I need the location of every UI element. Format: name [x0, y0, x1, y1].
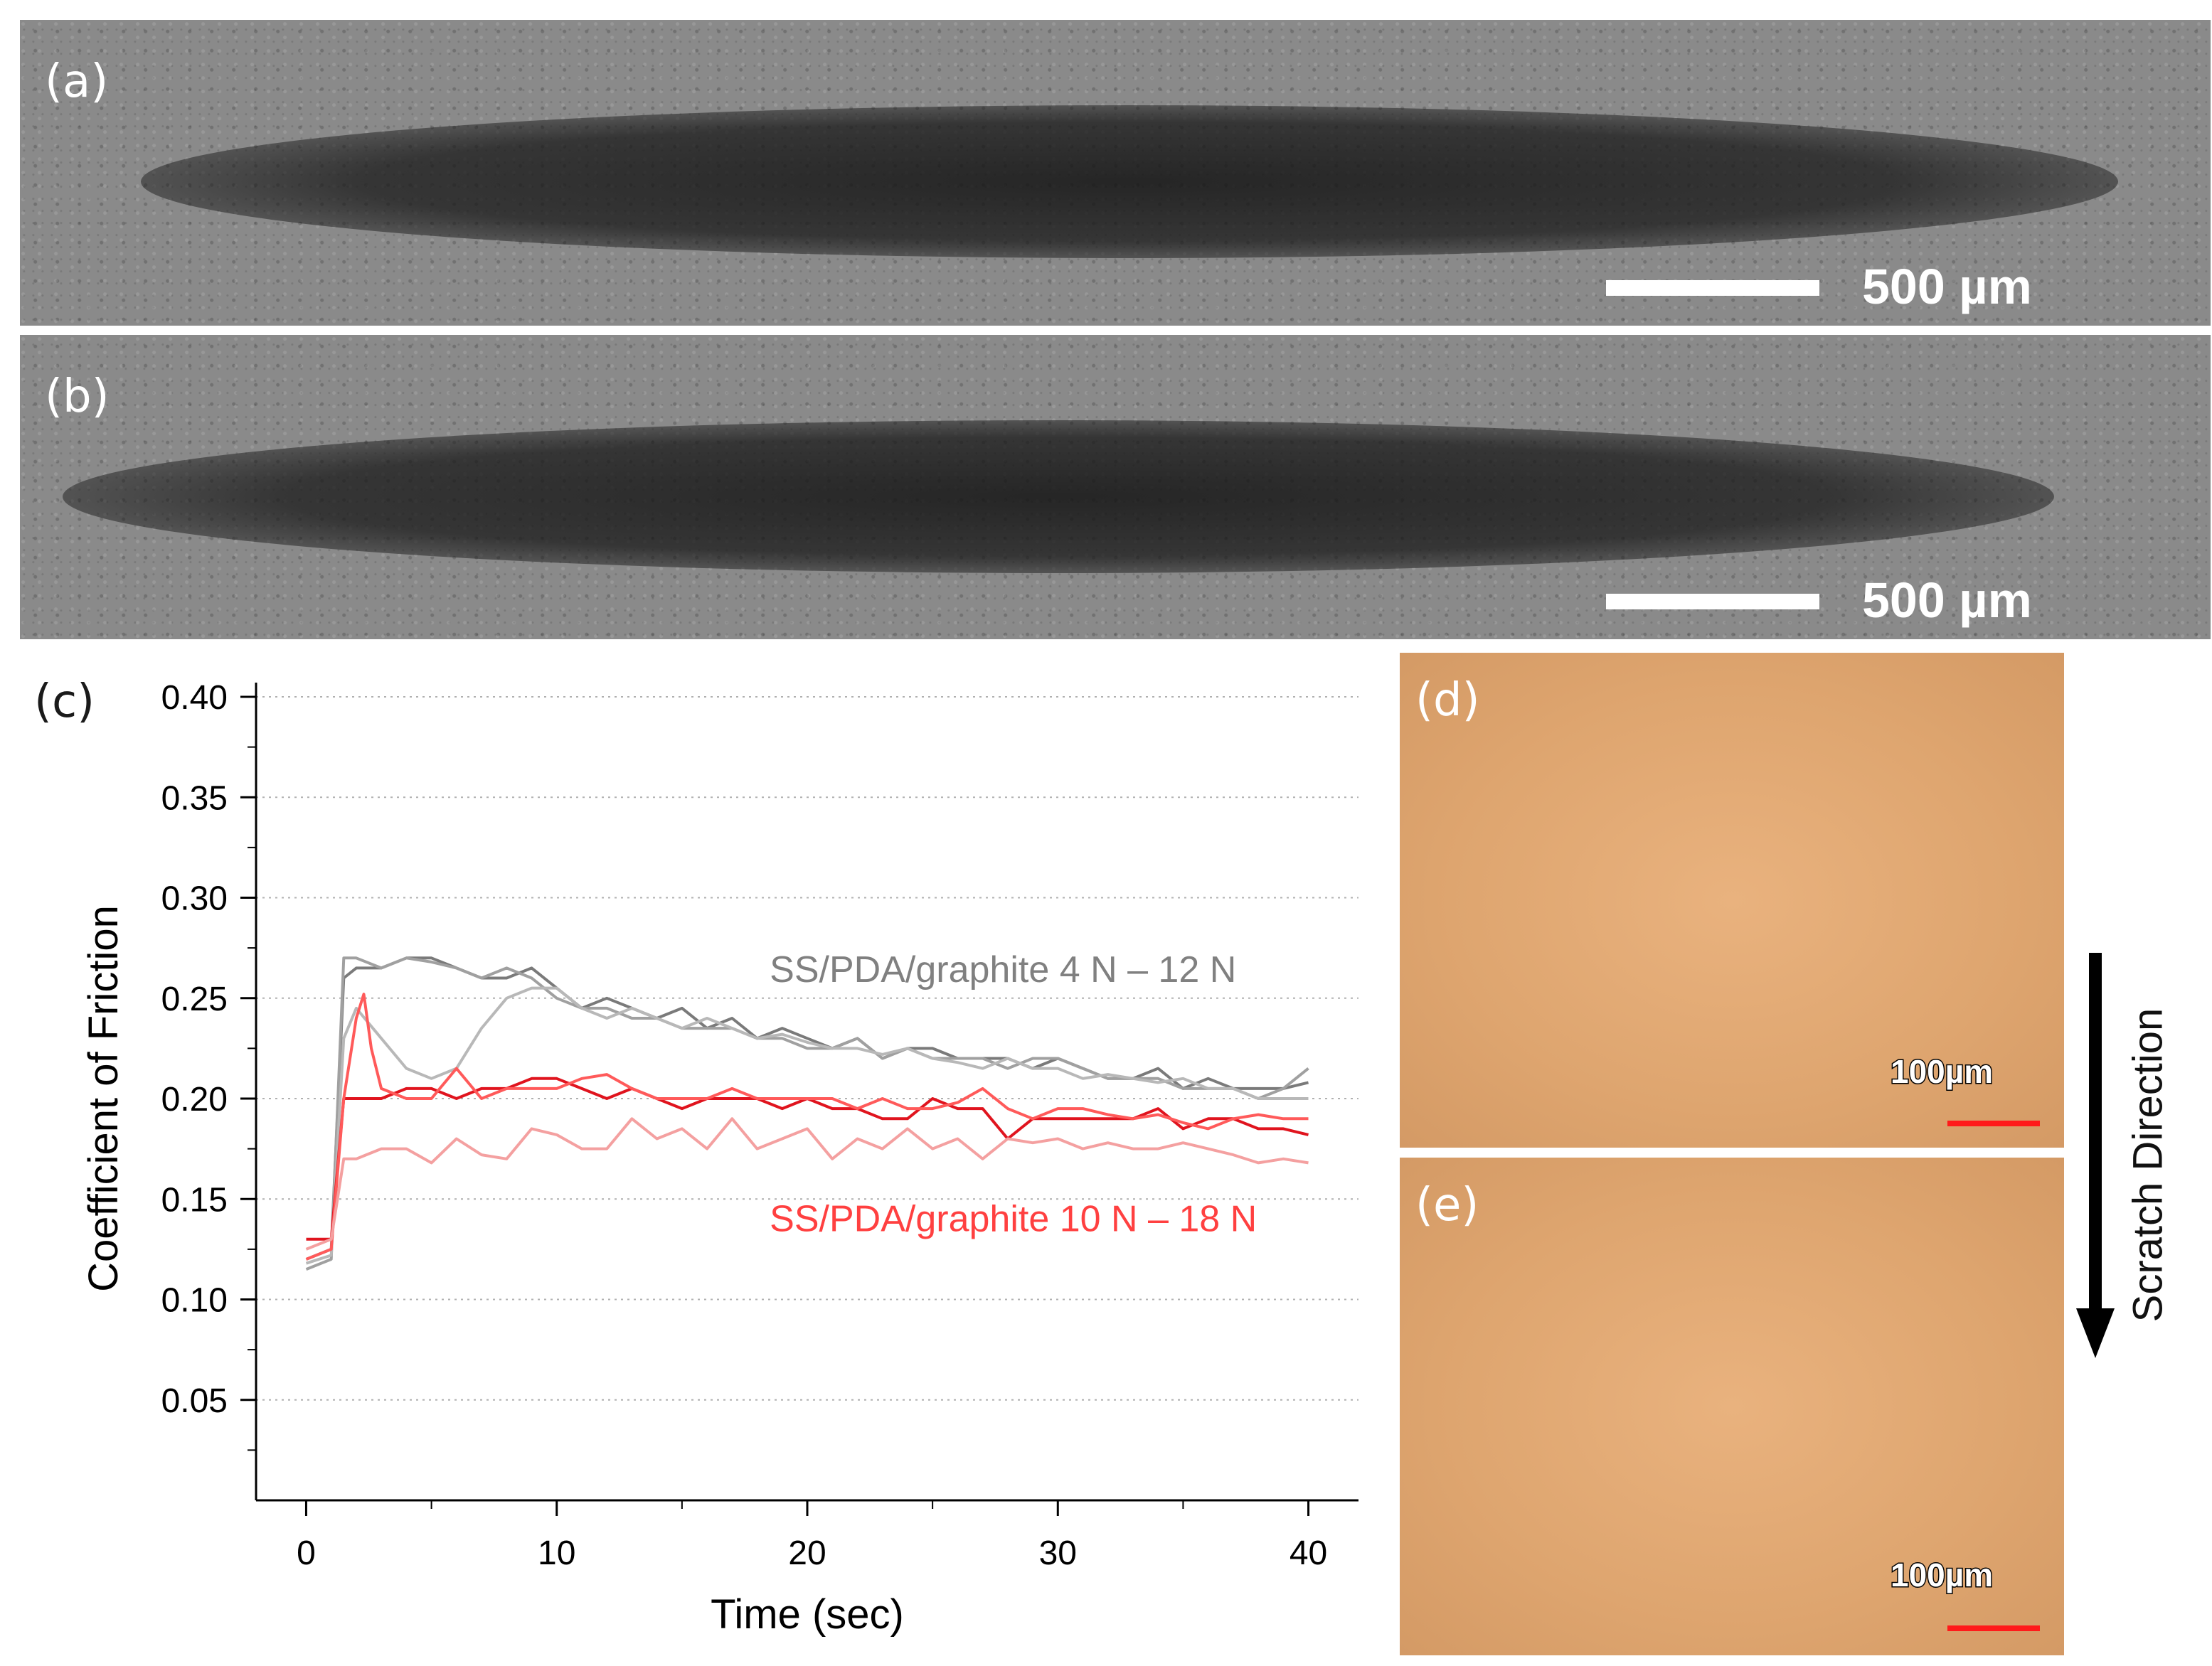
y-tick-label: 0.25 [161, 981, 228, 1018]
series-line-3 [305, 986, 1309, 1265]
panel-label-c: (c) [34, 676, 95, 728]
y-tick-label: 0.30 [161, 880, 228, 918]
panel-label-a: (a) [45, 55, 109, 108]
y-axis-label: Coefficient of Friction [80, 905, 127, 1292]
series-line-6 [305, 1117, 1309, 1251]
x-tick-label: 40 [1290, 1534, 1327, 1572]
scale-bar-d [1947, 1121, 2040, 1126]
sem-image-a: (a) 500 µm [20, 20, 2211, 326]
y-tick-label: 0.40 [161, 679, 228, 717]
scale-text-a: 500 µm [1862, 259, 2032, 314]
x-tick-label: 30 [1039, 1534, 1077, 1572]
scratch-direction-label: Scratch Direction [2125, 1008, 2171, 1323]
panel-label-b: (b) [45, 370, 110, 423]
scale-text-b: 500 µm [1862, 572, 2032, 628]
wear-track-a [141, 105, 2118, 258]
optical-image-d: (d) 100µm [1400, 653, 2064, 1148]
scale-text-d: 100µm [1889, 1052, 1994, 1091]
y-tick-label: 0.10 [161, 1282, 228, 1320]
series-line-5 [305, 993, 1309, 1261]
optical-image-e: (e) 100µm [1400, 1158, 2064, 1655]
wear-track-b [63, 420, 2054, 573]
friction-chart: 0.05 0.10 0.15 0.20 0.25 0.30 0.35 0.40 0 10 20 30 4… [80, 679, 1358, 1638]
x-tick-label: 0 [297, 1534, 316, 1572]
panel-label-e: (e) [1415, 1179, 1479, 1232]
x-tick-label: 20 [788, 1534, 826, 1572]
annotation-red: SS/PDA/graphite 10 N – 18 N [770, 1198, 1257, 1239]
panel-label-d: (d) [1415, 674, 1480, 727]
scale-bar-a [1606, 280, 1819, 296]
annotation-gray: SS/PDA/graphite 4 N – 12 N [770, 949, 1236, 990]
x-tick-label: 10 [538, 1534, 575, 1572]
scratch-direction-arrow [2076, 953, 2115, 1358]
scale-bar-b [1606, 594, 1819, 609]
y-tick-label: 0.15 [161, 1181, 228, 1219]
y-tick-label: 0.05 [161, 1382, 228, 1420]
scale-text-e: 100µm [1889, 1556, 1994, 1595]
scale-bar-e [1947, 1625, 2040, 1631]
x-axis-label: Time (sec) [711, 1591, 904, 1638]
y-tick-label: 0.35 [161, 779, 228, 817]
y-tick-label: 0.20 [161, 1081, 228, 1118]
sem-image-b: (b) 500 µm [20, 335, 2211, 639]
